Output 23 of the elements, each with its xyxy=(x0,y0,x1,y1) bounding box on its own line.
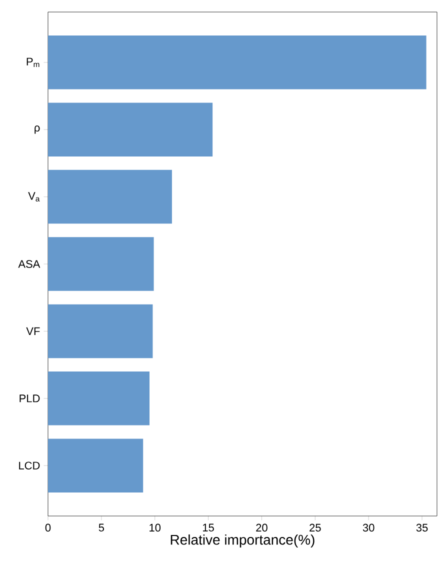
y-tick-label: ASA xyxy=(18,260,40,268)
x-tick-label: 10 xyxy=(150,524,161,532)
x-tick-label: 20 xyxy=(256,524,268,532)
x-axis-title: Relative importance(%) xyxy=(170,534,314,548)
y-tick-label: V$_{a}$ xyxy=(28,192,40,202)
x-tick-label: 5 xyxy=(98,524,104,532)
x-tick-label: 30 xyxy=(362,524,374,532)
bar xyxy=(48,304,153,358)
y-tick-label: VF xyxy=(26,327,40,335)
x-tick-label: 15 xyxy=(203,524,214,532)
y-tick-label: ρ xyxy=(34,126,40,134)
bar xyxy=(48,372,150,426)
x-tick-label: 25 xyxy=(310,524,321,532)
y-tick-label: PLD xyxy=(20,394,40,402)
bar xyxy=(48,36,426,90)
x-tick-label: 35 xyxy=(416,524,428,532)
y-tick-label: LCD xyxy=(19,462,40,470)
bar xyxy=(48,170,172,224)
y-tick-label: P$_{m}$ xyxy=(26,58,40,68)
bar xyxy=(48,438,144,492)
x-tick-label: 0 xyxy=(45,524,51,532)
bar xyxy=(48,237,154,291)
bar xyxy=(48,102,213,156)
